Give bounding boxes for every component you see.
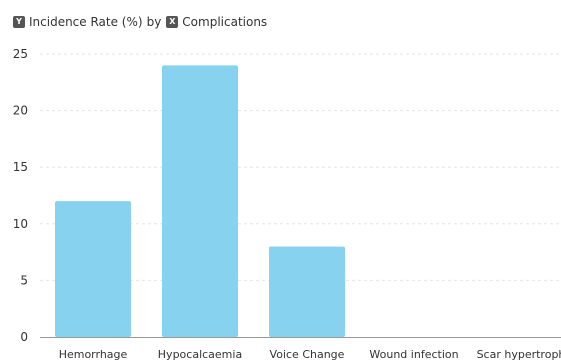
- bar[interactable]: [269, 246, 345, 337]
- x-axis-labels: Hemorrhage Hypocalcaemia Voice Change Wound…: [59, 348, 561, 360]
- x-field-label[interactable]: Complications: [182, 15, 268, 29]
- y-tick-label: 0: [20, 330, 28, 344]
- x-category-label: Hypocalcaemia: [158, 348, 242, 360]
- x-category-label: Scar hypertroph: [477, 348, 561, 360]
- y-axis-badge-icon[interactable]: Y: [13, 16, 25, 28]
- x-category-label: Hemorrhage: [59, 348, 128, 360]
- x-category-label: Wound infection: [369, 348, 458, 360]
- by-label: by: [146, 15, 162, 29]
- y-axis-ticks: 0 5 10 15 20 25: [13, 47, 28, 344]
- x-category-label: Voice Change: [270, 348, 345, 360]
- y-tick-label: 10: [13, 217, 28, 231]
- chart-header: Y Incidence Rate (%) by X Complications: [13, 14, 267, 30]
- y-field-label[interactable]: Incidence Rate (%): [29, 15, 143, 29]
- bars: [55, 65, 345, 337]
- y-tick-label: 5: [20, 273, 28, 287]
- bar[interactable]: [162, 65, 238, 337]
- y-tick-label: 15: [13, 160, 28, 174]
- y-tick-label: 25: [13, 47, 28, 61]
- y-tick-label: 20: [13, 104, 28, 118]
- bar[interactable]: [55, 201, 131, 337]
- x-axis-badge-icon[interactable]: X: [166, 16, 179, 28]
